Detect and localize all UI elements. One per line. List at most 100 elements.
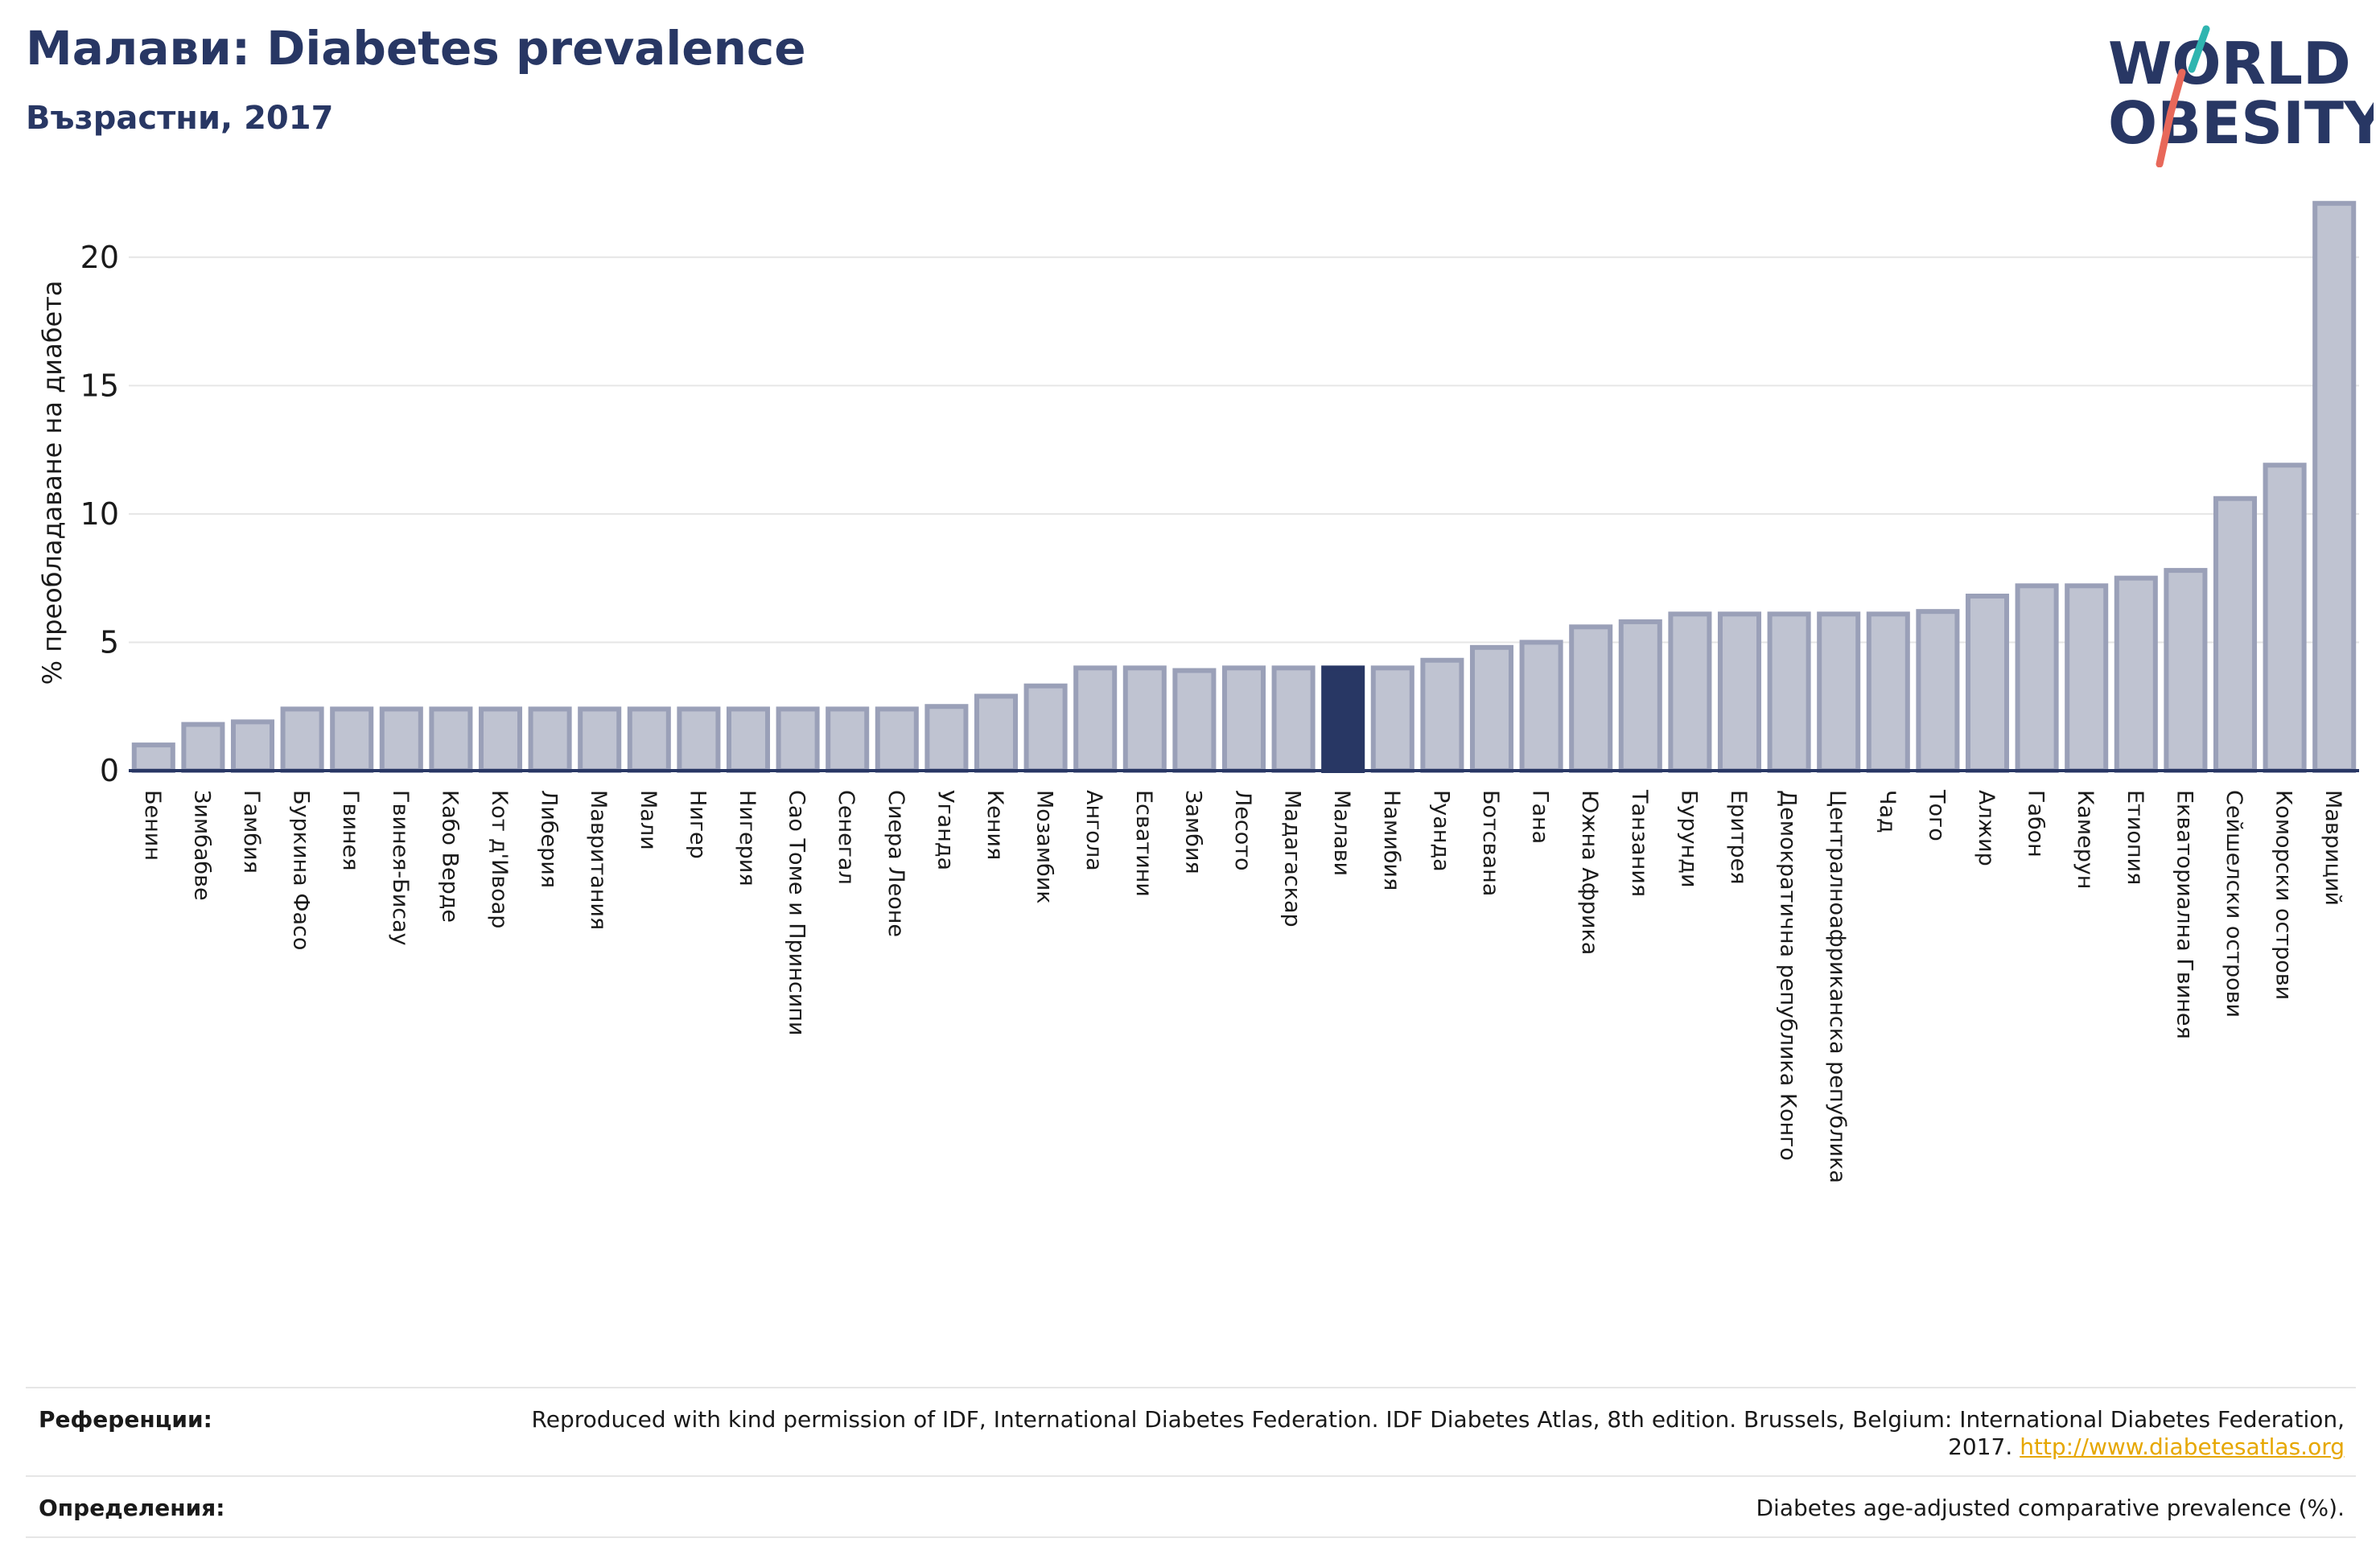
bar[interactable]	[875, 706, 919, 773]
bar[interactable]	[2312, 200, 2357, 773]
bar[interactable]	[974, 693, 1019, 773]
bar[interactable]	[2213, 496, 2258, 774]
x-tick-label: Нигер	[685, 790, 710, 859]
x-tick-label: Гвинея	[338, 790, 363, 870]
x-tick-label: Сао Томе и Принсипи	[784, 790, 809, 1035]
bar[interactable]	[1965, 594, 2010, 774]
logo-slash-mid	[2167, 68, 2186, 117]
logo-slash-coral	[2156, 109, 2175, 167]
logo-text-world: WORLD	[2108, 30, 2351, 97]
x-tick-label: Гана	[1528, 790, 1553, 844]
x-tick-label: Есватини	[1131, 790, 1156, 897]
x-tick-label: Сейшелски острови	[2221, 790, 2246, 1018]
x-tick-label: Етиопия	[2123, 790, 2147, 885]
x-tick-label: Южна Африка	[1577, 790, 1602, 955]
x-tick-label: Демократична република Конго	[1776, 790, 1801, 1161]
bar[interactable]	[330, 706, 374, 773]
bar[interactable]	[1469, 644, 1514, 773]
bar[interactable]	[826, 706, 870, 773]
x-tick-label: Бурунди	[1676, 790, 1701, 888]
bar[interactable]	[280, 706, 324, 773]
bar[interactable]	[1569, 624, 1613, 774]
bar-chart: 0 5 10 15 20 % преобладаване на диабета Бенин З…	[37, 200, 2359, 1183]
bar[interactable]	[1717, 611, 1762, 773]
x-tick-label: Зимбабве	[189, 790, 214, 901]
x-tick-label: Малави	[1329, 790, 1354, 876]
bar[interactable]	[924, 704, 969, 774]
definitions-row: Определения: Diabetes age-adjusted compa…	[26, 1475, 2356, 1538]
bar[interactable]	[1767, 611, 1811, 773]
x-tick-label: Мадагаскар	[1280, 790, 1305, 927]
bar[interactable]	[776, 706, 820, 773]
x-tick-label: Кения	[982, 790, 1007, 860]
bar[interactable]	[1023, 683, 1068, 774]
bar[interactable]	[230, 719, 275, 774]
bar[interactable]	[429, 706, 473, 773]
x-tick-label: Гамбия	[239, 790, 264, 874]
x-tick-label: Мавритания	[586, 790, 611, 930]
x-tick-label: Нигерия	[735, 790, 760, 886]
y-tick-label: 20	[80, 240, 119, 275]
bar[interactable]	[1519, 640, 1563, 774]
bar[interactable]	[2164, 568, 2208, 773]
x-tick-label: Ботсвана	[1478, 790, 1503, 896]
bar[interactable]	[1668, 611, 1712, 773]
bar[interactable]	[627, 706, 671, 773]
x-tick-label: Камерун	[2073, 790, 2098, 889]
bar[interactable]	[181, 722, 225, 773]
logo-text-obesity: OBESITY	[2108, 89, 2374, 157]
bar[interactable]	[1420, 657, 1464, 773]
bar[interactable]	[1172, 668, 1217, 774]
page-title: Малави: Diabetes prevalence	[26, 21, 806, 76]
bar[interactable]	[1271, 665, 1316, 773]
y-tick-label: 15	[80, 368, 119, 403]
bar[interactable]	[528, 706, 572, 773]
bar[interactable]	[2263, 463, 2307, 773]
bar[interactable]	[578, 706, 622, 773]
x-tick-label: Лесото	[1230, 790, 1255, 871]
bar[interactable]	[1916, 609, 1960, 774]
references-row: Референции: Reproduced with kind permiss…	[26, 1387, 2356, 1475]
x-tick-label: Кабо Верде	[437, 790, 462, 923]
x-tick-label: Коморски острови	[2271, 790, 2296, 1000]
bar[interactable]	[1321, 665, 1365, 773]
y-tick-label: 10	[80, 496, 119, 532]
x-tick-label: Танзания	[1627, 789, 1652, 897]
bar[interactable]	[1817, 611, 1861, 773]
references-citation: Reproduced with kind permission of IDF, …	[531, 1406, 2345, 1460]
x-tick-label: Сиера Леоне	[883, 790, 908, 937]
definitions-label: Определения:	[39, 1495, 225, 1521]
y-axis-label: % преобладаване на диабета	[37, 281, 68, 685]
bar[interactable]	[677, 706, 721, 773]
bar[interactable]	[1122, 665, 1167, 773]
x-tick-label: Ангола	[1081, 790, 1106, 871]
x-tick-label: Того	[1924, 789, 1949, 841]
page-subtitle: Възрастни, 2017	[26, 100, 334, 137]
bar[interactable]	[379, 706, 423, 773]
x-tick-label: Екваториална Гвинея	[2172, 790, 2197, 1039]
bar[interactable]	[1221, 665, 1266, 773]
definitions-text: Diabetes age-adjusted comparative preval…	[1756, 1495, 2345, 1521]
references-table: Референции: Reproduced with kind permiss…	[26, 1387, 2356, 1538]
references-text: Reproduced with kind permission of IDF, …	[494, 1406, 2345, 1461]
bar[interactable]	[1866, 611, 1910, 773]
bar[interactable]	[1073, 665, 1118, 773]
x-tick-label: Либерия	[537, 790, 562, 888]
bar[interactable]	[2114, 575, 2158, 774]
x-tick-label: Габон	[2024, 790, 2049, 858]
bar[interactable]	[2065, 583, 2109, 773]
x-tick-label: Буркина Фасо	[289, 790, 314, 950]
bar[interactable]	[726, 706, 771, 773]
logo-slash-teal	[2188, 25, 2210, 73]
references-label: Референции:	[39, 1406, 212, 1433]
bar[interactable]	[131, 742, 175, 773]
bar[interactable]	[2015, 583, 2059, 773]
x-tick-label: Бенин	[140, 790, 165, 861]
bar[interactable]	[478, 706, 523, 773]
bar[interactable]	[1618, 619, 1662, 773]
bar[interactable]	[1370, 665, 1414, 773]
x-tick-label: Еритрея	[1726, 790, 1751, 884]
x-tick-label: Гвинея-Бисау	[388, 790, 413, 946]
references-link[interactable]: http://www.diabetesatlas.org	[2020, 1433, 2345, 1460]
x-tick-label: Замбия	[1180, 790, 1205, 874]
